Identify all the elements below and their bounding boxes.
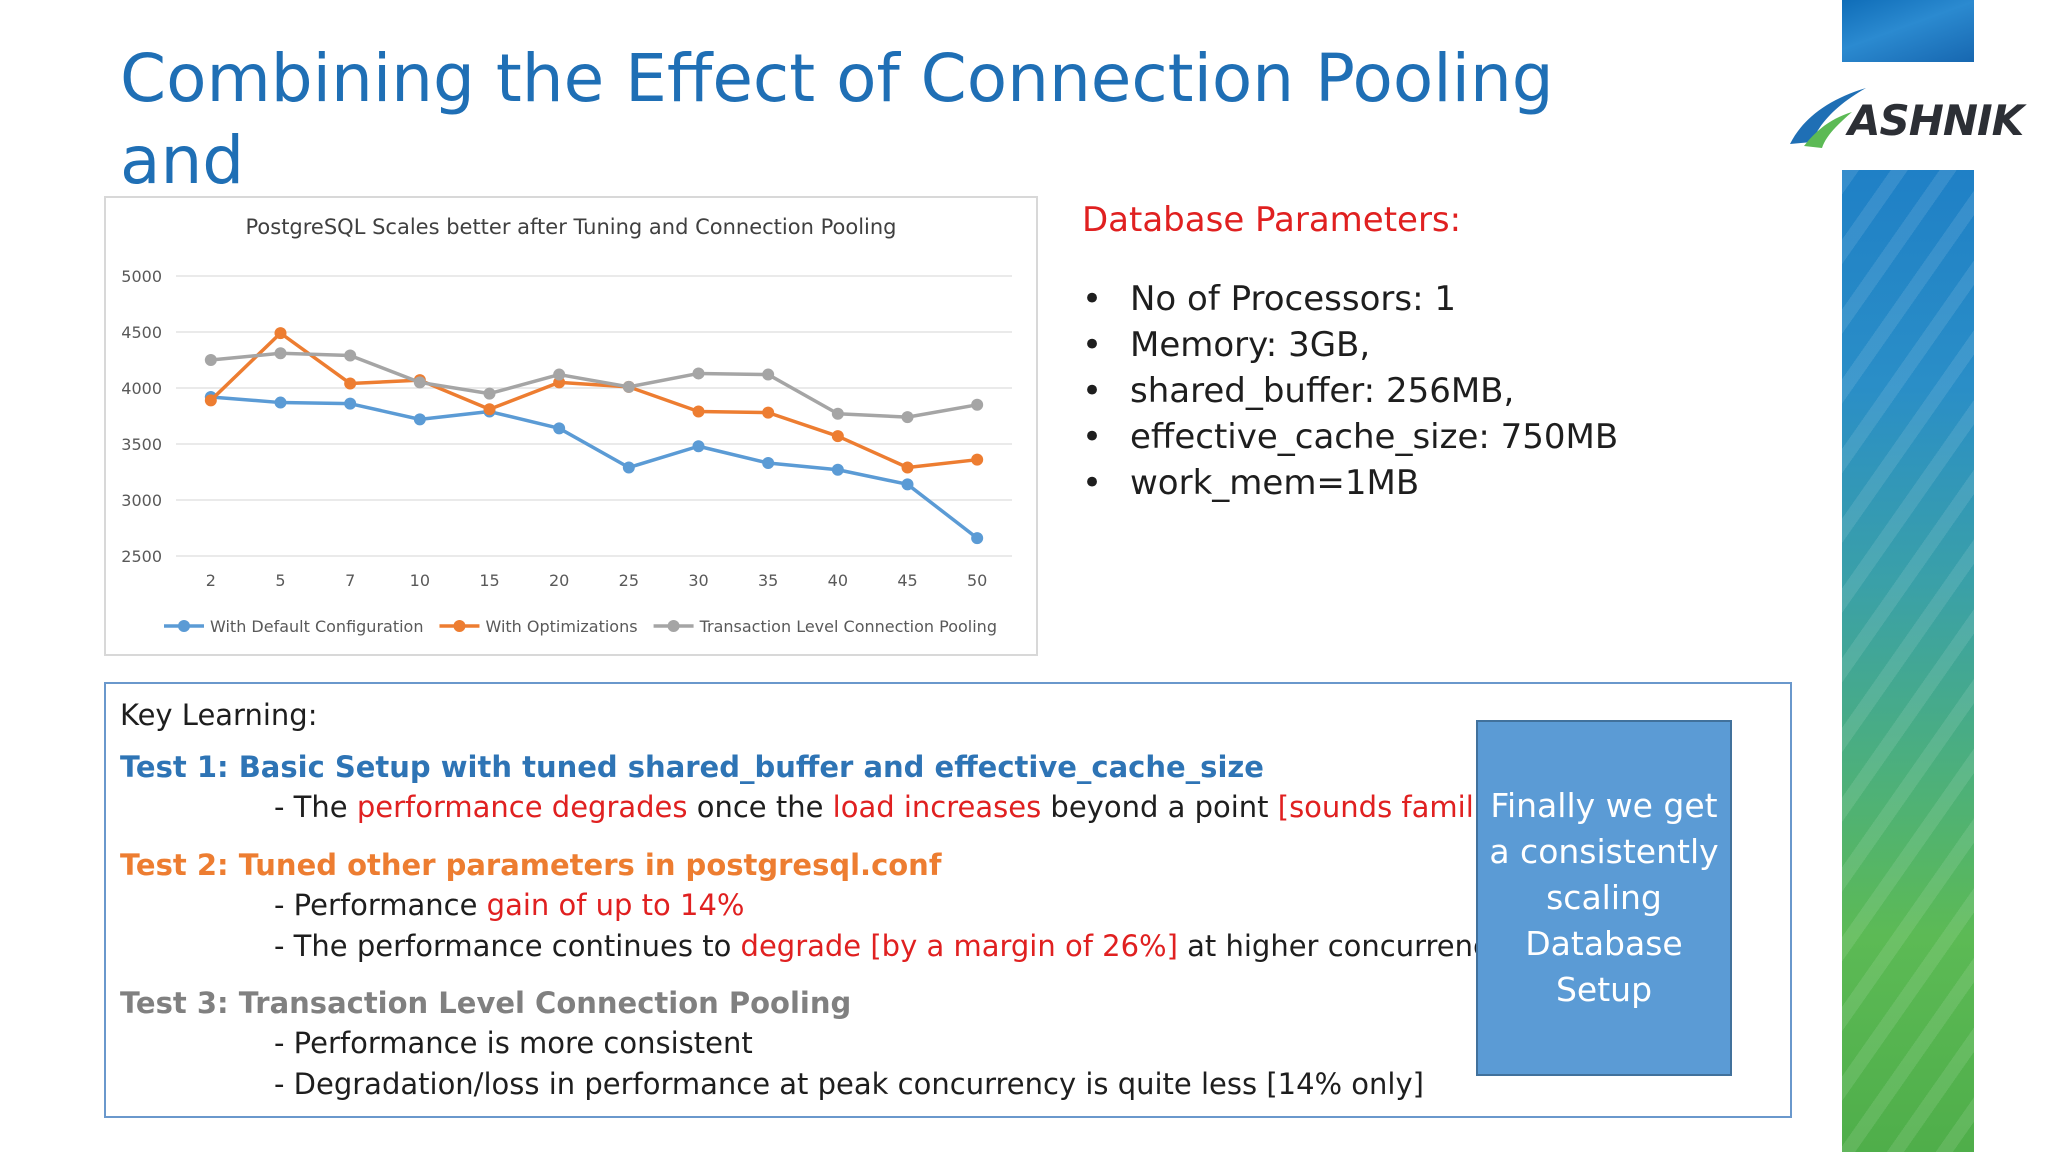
line-chart: PostgreSQL Scales better after Tuning an… xyxy=(104,196,1038,656)
text-segment: - The performance continues to xyxy=(274,929,741,963)
data-point xyxy=(413,376,426,389)
x-tick-label: 15 xyxy=(479,571,499,590)
y-tick-label: 4000 xyxy=(121,379,162,398)
data-point xyxy=(971,532,984,545)
data-point xyxy=(901,411,914,424)
legend-marker xyxy=(453,620,466,632)
param-item: Memory: 3GB, xyxy=(1082,322,1782,368)
data-point xyxy=(344,377,357,390)
key-learning-heading: Key Learning: xyxy=(120,698,318,732)
chart-svg: PostgreSQL Scales better after Tuning an… xyxy=(121,215,1012,636)
x-tick-label: 45 xyxy=(897,571,917,590)
params-title: Database Parameters: xyxy=(1082,200,1462,240)
ashnik-logo-icon xyxy=(1790,88,1866,148)
text-segment: at higher concurrency xyxy=(1177,929,1507,963)
y-tick-label: 5000 xyxy=(121,267,162,286)
x-tick-label: 30 xyxy=(688,571,708,590)
legend-label: With Default Configuration xyxy=(210,617,423,636)
y-tick-label: 2500 xyxy=(121,547,162,566)
test2-title: Test 2: Tuned other parameters in postgr… xyxy=(120,848,942,882)
data-point xyxy=(274,347,287,360)
data-point xyxy=(901,461,914,474)
param-item: effective_cache_size: 750MB xyxy=(1082,414,1782,460)
data-point xyxy=(204,354,217,366)
test3-line1: - Performance is more consistent xyxy=(274,1026,753,1060)
x-tick-label: 25 xyxy=(619,571,639,590)
x-tick-label: 20 xyxy=(549,571,569,590)
test3-title: Test 3: Transaction Level Connection Poo… xyxy=(120,986,852,1020)
legend-marker xyxy=(178,620,190,632)
text-segment: beyond a point xyxy=(1041,790,1278,824)
data-point xyxy=(762,457,775,470)
param-item: work_mem=1MB xyxy=(1082,460,1782,506)
text-segment: once the xyxy=(687,790,833,824)
param-item: shared_buffer: 256MB, xyxy=(1082,368,1782,414)
x-tick-label: 35 xyxy=(758,571,778,590)
data-point xyxy=(831,463,844,476)
test2-line1: - Performance gain of up to 14% xyxy=(274,888,744,922)
x-tick-label: 2 xyxy=(206,571,216,590)
slide-title-line1: Combining the Effect of Connection Pooli… xyxy=(120,40,1554,199)
text-segment: - Performance xyxy=(274,888,487,922)
data-point xyxy=(831,430,844,443)
decorative-strip-bottom xyxy=(1842,170,1974,1152)
y-tick-label: 4500 xyxy=(121,323,162,342)
data-point xyxy=(274,396,287,409)
test1-title: Test 1: Basic Setup with tuned shared_bu… xyxy=(120,750,1264,784)
data-point xyxy=(692,367,705,380)
x-tick-label: 7 xyxy=(345,571,355,590)
data-point xyxy=(692,440,705,453)
series-line xyxy=(209,331,978,470)
highlight-segment: degrade [by a margin of 26%] xyxy=(740,929,1178,963)
data-point xyxy=(483,387,496,400)
x-tick-label: 40 xyxy=(828,571,848,590)
data-point xyxy=(413,413,426,426)
legend-label: Transaction Level Connection Pooling xyxy=(699,617,997,636)
data-point xyxy=(622,461,635,474)
legend-marker xyxy=(667,620,680,632)
data-point xyxy=(274,327,287,340)
database-parameters: Database Parameters: No of Processors: 1… xyxy=(1082,200,1782,506)
data-point xyxy=(344,349,357,362)
data-point xyxy=(622,380,635,393)
callout-text: Finally we get a consistently scaling Da… xyxy=(1489,786,1719,1009)
series-line xyxy=(210,351,978,419)
highlight-segment: load increases xyxy=(832,790,1042,824)
x-tick-label: 10 xyxy=(410,571,430,590)
data-point xyxy=(692,405,705,418)
highlight-segment: performance degrades xyxy=(356,790,688,824)
data-point xyxy=(553,422,566,435)
data-point xyxy=(762,406,775,419)
data-point xyxy=(762,368,775,381)
logo-text: ASHNIK xyxy=(1848,96,2024,145)
decorative-strip-top xyxy=(1842,0,1974,62)
data-point xyxy=(483,403,496,416)
data-point xyxy=(971,398,984,411)
test3-line2: - Degradation/loss in performance at pea… xyxy=(274,1067,1424,1101)
data-point xyxy=(204,394,217,407)
highlight-segment: gain of up to 14% xyxy=(486,888,745,922)
params-list: No of Processors: 1 Memory: 3GB, shared_… xyxy=(1082,276,1782,506)
y-tick-label: 3500 xyxy=(121,435,162,454)
legend-label: With Optimizations xyxy=(485,617,637,636)
param-item: No of Processors: 1 xyxy=(1082,276,1782,322)
data-point xyxy=(344,397,357,410)
test1-line1: - The performance degrades once the load… xyxy=(274,790,1538,824)
x-tick-label: 5 xyxy=(275,571,285,590)
data-point xyxy=(971,453,984,466)
text-segment: - The xyxy=(274,790,357,824)
chart-title: PostgreSQL Scales better after Tuning an… xyxy=(245,215,896,239)
data-point xyxy=(831,407,844,420)
data-point xyxy=(901,478,914,491)
y-tick-label: 3000 xyxy=(121,491,162,510)
test2-line2: - The performance continues to degrade [… xyxy=(274,929,1506,963)
data-point xyxy=(553,368,566,381)
series-line xyxy=(210,395,979,540)
conclusion-callout: Finally we get a consistently scaling Da… xyxy=(1476,720,1732,1076)
x-tick-label: 50 xyxy=(967,571,987,590)
